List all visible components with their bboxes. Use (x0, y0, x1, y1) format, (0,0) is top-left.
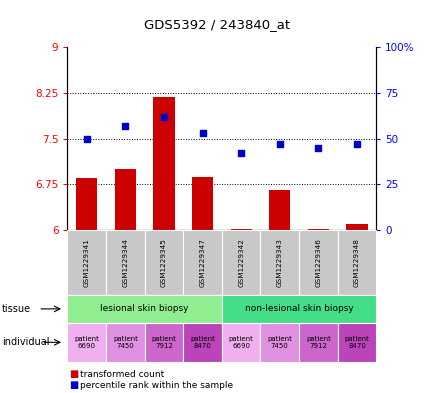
Text: GSM1229345: GSM1229345 (161, 238, 167, 287)
Text: patient
7912: patient 7912 (151, 336, 176, 349)
Bar (153, 97, 174, 230)
Bar (230, 229, 251, 230)
Text: GDS5392 / 243840_at: GDS5392 / 243840_at (144, 18, 290, 31)
Text: transformed count: transformed count (79, 370, 164, 378)
Text: GSM1229348: GSM1229348 (353, 238, 359, 287)
Text: tissue: tissue (2, 304, 31, 314)
Bar (76, 178, 97, 230)
Text: GSM1229344: GSM1229344 (122, 238, 128, 287)
Point (314, 145, 321, 151)
Text: patient
8470: patient 8470 (190, 336, 214, 349)
Bar (345, 224, 367, 230)
Bar (269, 190, 290, 230)
Text: patient
6690: patient 6690 (228, 336, 253, 349)
Text: patient
6690: patient 6690 (74, 336, 99, 349)
Text: GSM1229346: GSM1229346 (315, 238, 321, 287)
Point (276, 141, 283, 147)
Text: individual: individual (2, 337, 49, 347)
Text: ■: ■ (69, 369, 79, 379)
Text: patient
7450: patient 7450 (113, 336, 138, 349)
Text: patient
8470: patient 8470 (344, 336, 368, 349)
Point (83, 135, 90, 142)
Bar (191, 177, 213, 230)
Bar (307, 229, 328, 230)
Text: GSM1229341: GSM1229341 (83, 238, 89, 287)
Text: patient
7450: patient 7450 (267, 336, 292, 349)
Text: GSM1229343: GSM1229343 (276, 238, 282, 287)
Text: patient
7912: patient 7912 (305, 336, 330, 349)
Text: percentile rank within the sample: percentile rank within the sample (79, 381, 232, 389)
Bar (115, 169, 136, 230)
Text: ■: ■ (69, 380, 79, 390)
Text: GSM1229347: GSM1229347 (199, 238, 205, 287)
Text: non-lesional skin biopsy: non-lesional skin biopsy (244, 305, 352, 313)
Point (122, 123, 128, 129)
Point (353, 141, 360, 147)
Text: GSM1229342: GSM1229342 (237, 238, 243, 287)
Point (237, 150, 244, 156)
Point (160, 114, 167, 120)
Point (199, 130, 206, 136)
Text: lesional skin biopsy: lesional skin biopsy (100, 305, 188, 313)
